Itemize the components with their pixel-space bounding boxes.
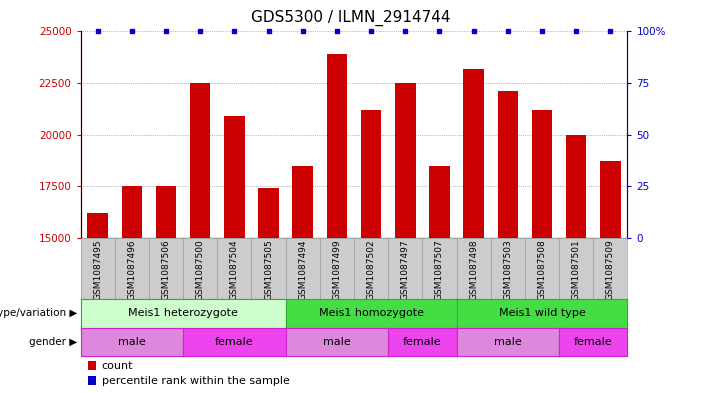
Text: Meis1 heterozygote: Meis1 heterozygote — [128, 309, 238, 318]
Text: male: male — [118, 337, 146, 347]
Bar — [361, 110, 381, 238]
Text: GSM1087496: GSM1087496 — [128, 240, 137, 300]
Bar — [327, 54, 347, 238]
Bar — [395, 83, 416, 238]
Bar — [122, 186, 142, 238]
Text: female: female — [403, 337, 442, 347]
Text: Meis1 homozygote: Meis1 homozygote — [318, 309, 423, 318]
Text: GSM1087507: GSM1087507 — [435, 240, 444, 300]
Text: GSM1087497: GSM1087497 — [401, 240, 410, 300]
Bar — [566, 134, 586, 238]
Text: GSM1087506: GSM1087506 — [161, 240, 170, 300]
Text: GSM1087498: GSM1087498 — [469, 240, 478, 300]
Text: GSM1087494: GSM1087494 — [298, 240, 307, 300]
Text: count: count — [102, 361, 133, 371]
Text: gender ▶: gender ▶ — [29, 337, 77, 347]
Bar — [600, 162, 620, 238]
Text: GDS5300 / ILMN_2914744: GDS5300 / ILMN_2914744 — [251, 10, 450, 26]
Text: GSM1087505: GSM1087505 — [264, 240, 273, 300]
Text: GSM1087502: GSM1087502 — [367, 240, 376, 300]
Bar — [531, 110, 552, 238]
Bar — [156, 186, 176, 238]
Bar — [258, 188, 279, 238]
Text: GSM1087500: GSM1087500 — [196, 240, 205, 300]
Text: GSM1087504: GSM1087504 — [230, 240, 239, 300]
Bar — [190, 83, 210, 238]
Text: GSM1087503: GSM1087503 — [503, 240, 512, 300]
Bar — [429, 165, 450, 238]
Text: female: female — [215, 337, 254, 347]
Bar — [292, 165, 313, 238]
Text: GSM1087509: GSM1087509 — [606, 240, 615, 300]
Text: GSM1087508: GSM1087508 — [538, 240, 547, 300]
Text: Meis1 wild type: Meis1 wild type — [498, 309, 585, 318]
Text: GSM1087501: GSM1087501 — [571, 240, 580, 300]
Text: female: female — [574, 337, 613, 347]
Text: percentile rank within the sample: percentile rank within the sample — [102, 376, 290, 386]
Text: GSM1087495: GSM1087495 — [93, 240, 102, 300]
Bar — [498, 91, 518, 238]
Bar — [463, 68, 484, 238]
Text: male: male — [323, 337, 350, 347]
Text: GSM1087499: GSM1087499 — [332, 240, 341, 300]
Text: male: male — [494, 337, 522, 347]
Text: genotype/variation ▶: genotype/variation ▶ — [0, 309, 77, 318]
Bar — [224, 116, 245, 238]
Bar — [88, 213, 108, 238]
